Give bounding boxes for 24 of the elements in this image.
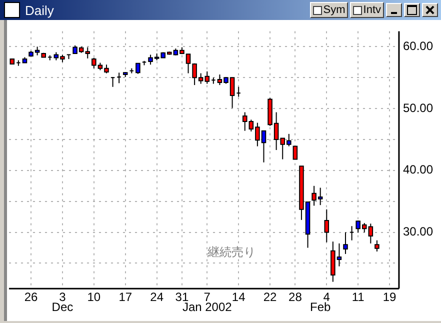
x-tick-label: 28 (288, 290, 302, 304)
x-tick-label: 11 (352, 290, 365, 304)
x-tick-label: 17 (118, 290, 132, 304)
x-tick-label: 14 (232, 290, 246, 304)
candlestick (66, 54, 72, 60)
x-tick-label: 24 (150, 290, 164, 304)
y-tick-label: 40.00 (402, 162, 434, 177)
chart-title: Daily (25, 2, 55, 18)
text: Jan 2002 (182, 300, 232, 314)
candlestick (349, 226, 354, 241)
x-tick-label: 26 (24, 290, 38, 304)
y-tick-label: 50.00 (402, 100, 434, 115)
candlestick (110, 76, 116, 88)
y-tick-label: 30.00 (402, 224, 434, 239)
candlestick (236, 86, 241, 98)
x-tick-label: 19 (382, 290, 397, 304)
annotation: 継続売り (206, 244, 256, 259)
x-tick-label: 22 (263, 290, 278, 304)
text: Sym (323, 4, 346, 16)
text: Intv (363, 4, 381, 16)
x-tick-label: 10 (87, 290, 101, 304)
candlestick (116, 72, 122, 84)
y-tick-label: 60.00 (402, 38, 434, 53)
x-tick-label: 3 (59, 290, 66, 304)
